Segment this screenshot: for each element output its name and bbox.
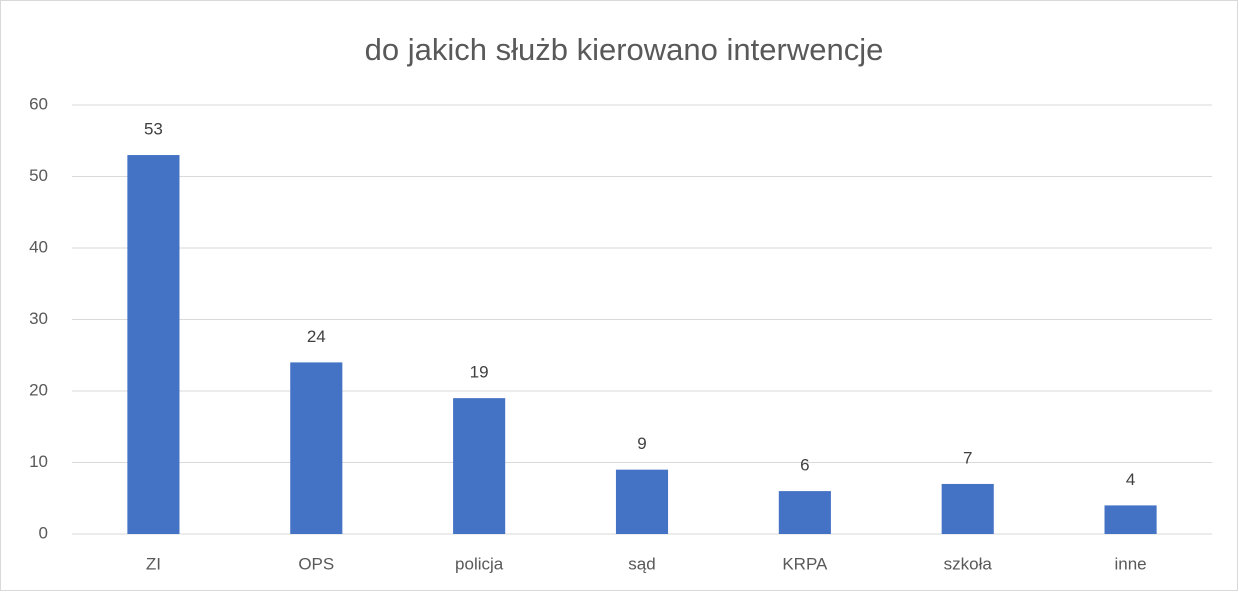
y-tick-label: 20 (29, 380, 48, 399)
x-tick-label: szkoła (944, 554, 993, 573)
bar (453, 398, 506, 534)
y-tick-label: 40 (29, 237, 48, 256)
x-tick-label: OPS (298, 554, 334, 573)
data-label: 24 (307, 327, 326, 346)
data-label: 6 (800, 456, 809, 475)
data-label: 19 (470, 363, 489, 382)
x-tick-label: KRPA (782, 554, 828, 573)
y-tick-label: 60 (29, 94, 48, 113)
y-tick-label: 30 (29, 309, 48, 328)
bar (1104, 505, 1157, 534)
data-label: 7 (963, 448, 972, 467)
x-tick-label: sąd (628, 554, 655, 573)
bar (941, 483, 994, 534)
y-tick-label: 0 (39, 523, 48, 542)
x-tick-label: ZI (146, 554, 161, 573)
bar (615, 469, 669, 534)
y-tick-label: 50 (29, 166, 48, 185)
bar (290, 362, 343, 534)
x-tick-label: policja (455, 554, 504, 573)
y-tick-label: 10 (29, 452, 48, 471)
x-tick-label: inne (1115, 554, 1147, 573)
data-label: 9 (637, 434, 646, 453)
bar (778, 491, 831, 534)
chart-title: do jakich służb kierowano interwencje (365, 32, 884, 67)
data-label: 4 (1126, 470, 1135, 489)
bar (127, 155, 180, 535)
data-label: 53 (144, 120, 163, 139)
